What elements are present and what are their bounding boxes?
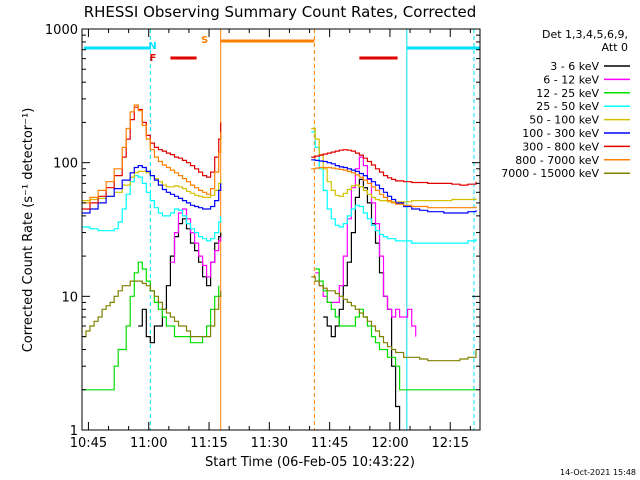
chart-title: RHESSI Observing Summary Count Rates, Co… <box>84 3 477 21</box>
series-line <box>311 131 477 244</box>
series-line <box>82 104 222 204</box>
annotation-n: N <box>148 41 156 52</box>
annotation-f: F <box>150 53 157 64</box>
y-tick-label: 100 <box>53 157 78 172</box>
y-tick-label: 1 <box>70 424 78 439</box>
series-0 <box>138 178 401 430</box>
x-axis: 10:45 11:00 11:15 11:30 11:45 12:00 12:15 <box>70 29 471 451</box>
legend-label: 3 - 6 keV <box>550 60 599 73</box>
x-axis-label: Start Time (06-Feb-05 10:43:22) <box>205 455 415 470</box>
series-line <box>311 166 477 209</box>
series-7 <box>82 104 477 209</box>
series-3 <box>82 131 477 244</box>
series-8 <box>82 276 477 362</box>
legend-header-line-2: Att 0 <box>602 41 628 54</box>
plot-frame <box>81 28 481 431</box>
x-tick-label: 12:15 <box>432 436 469 451</box>
legend-label: 800 - 7000 keV <box>515 154 599 167</box>
legend-label: 25 - 50 keV <box>536 100 599 113</box>
series-line <box>170 208 222 278</box>
legend-label: 50 - 100 keV <box>529 114 599 127</box>
series-1 <box>170 156 417 337</box>
x-tick-label: 10:45 <box>70 436 107 451</box>
annotation-s: S <box>201 35 208 46</box>
series-line <box>315 268 476 391</box>
series-line <box>311 127 477 203</box>
series-5 <box>82 159 477 214</box>
legend-label: 300 - 800 keV <box>522 140 599 153</box>
series-line <box>82 165 222 214</box>
legend-header-line-1: Det 1,3,4,5,6,9, <box>542 28 628 41</box>
series-line <box>311 276 477 362</box>
legend-label: 12 - 25 keV <box>536 87 599 100</box>
series-6 <box>82 106 477 210</box>
series-line <box>82 175 222 242</box>
series-line <box>311 149 477 186</box>
series-2 <box>82 261 476 391</box>
series-line <box>82 261 220 391</box>
series-line <box>82 280 222 338</box>
series-line <box>311 159 477 214</box>
legend-label: 100 - 300 keV <box>522 127 599 140</box>
series-4 <box>82 127 477 203</box>
timestamp: 14-Oct-2021 15:48 <box>560 468 636 477</box>
x-tick-label: 11:00 <box>130 436 167 451</box>
series-line <box>138 218 222 344</box>
series-line <box>82 170 222 202</box>
legend-label: 6 - 12 keV <box>543 73 599 86</box>
y-axis-label: Corrected Count Rate (s⁻¹ detector⁻¹) <box>21 108 36 353</box>
x-tick-label: 11:15 <box>190 436 227 451</box>
y-tick-label: 1000 <box>45 23 78 38</box>
plot-area: NF S <box>82 29 480 430</box>
x-tick-label: 11:30 <box>251 436 288 451</box>
series-line <box>315 156 417 337</box>
x-tick-label: 12:00 <box>371 436 408 451</box>
series-line <box>82 106 222 210</box>
legend-label: 7000 - 15000 keV <box>501 167 599 180</box>
plot-layers: NF S <box>82 29 480 430</box>
x-tick-label: 11:45 <box>311 436 348 451</box>
y-tick-label: 10 <box>61 290 78 305</box>
